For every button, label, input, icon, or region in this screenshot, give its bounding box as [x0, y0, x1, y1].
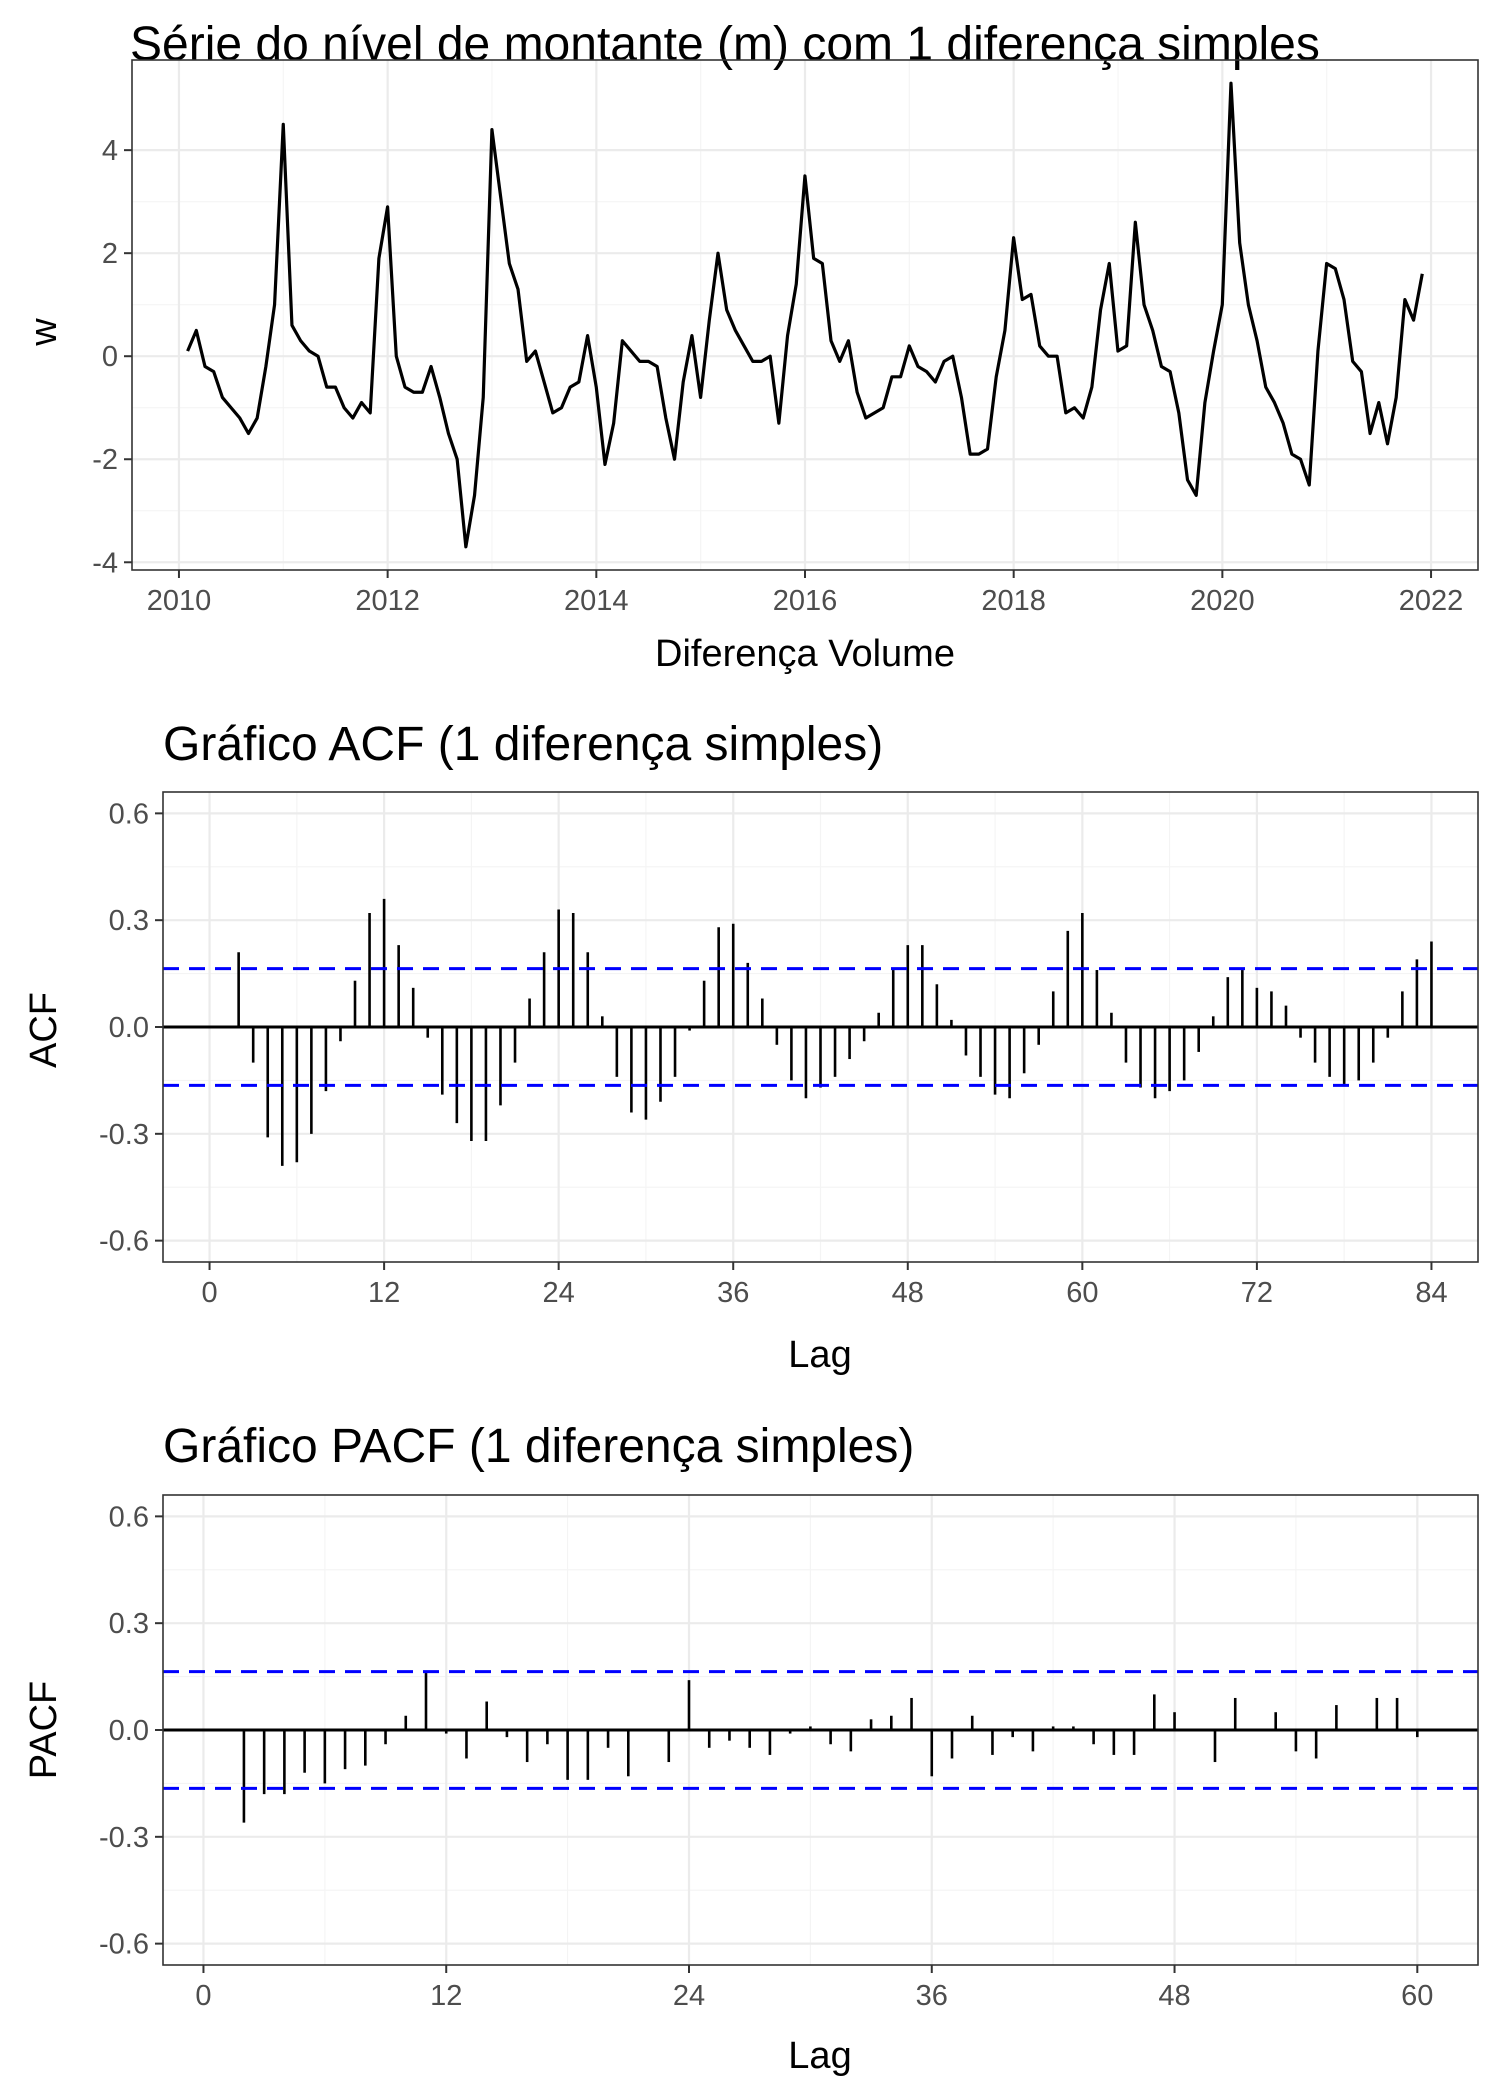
series-x-tick-label: 2018 — [981, 585, 1046, 617]
series-y-tick-label: 4 — [102, 135, 118, 167]
acf-bars — [237, 898, 1433, 1166]
series-y-tick-label: -2 — [92, 444, 118, 476]
series-y-tick-label: 2 — [102, 238, 118, 270]
pacf-x-tick-label: 48 — [1158, 1980, 1190, 2012]
pacf-x-tick-label: 36 — [916, 1980, 948, 2012]
acf-y-tick-label: -0.6 — [99, 1226, 149, 1258]
series-y-tick-label: -4 — [92, 547, 118, 579]
pacf-y-tick-label: 0.0 — [109, 1715, 149, 1747]
series-line — [186, 81, 1424, 549]
pacf-x-tick-label: 0 — [195, 1980, 211, 2012]
acf-x-tick-label: 36 — [717, 1277, 749, 1309]
series-x-tick-label: 2012 — [355, 585, 420, 617]
series-axes: 2010 2012 2014 2016 2018 2020 2022 -4 -2 0 2 4 — [92, 135, 1463, 617]
acf-x-tick-label: 60 — [1066, 1277, 1098, 1309]
pacf-y-tick-label: -0.3 — [99, 1822, 149, 1854]
pacf-x-tick-label: 60 — [1401, 1980, 1433, 2012]
acf-x-tick-label: 72 — [1241, 1277, 1273, 1309]
pacf-y-tick-label: 0.6 — [109, 1501, 149, 1533]
acf-chart-title: Gráfico ACF (1 diferença simples) — [163, 718, 883, 771]
pacf-chart: Gráfico PACF (1 diferença simples) 0 12 24… — [23, 1420, 1479, 2077]
acf-x-tick-label: 0 — [201, 1277, 217, 1309]
series-y-axis-title: w — [23, 318, 65, 347]
acf-x-tick-label: 12 — [368, 1277, 400, 1309]
acf-y-tick-label: 0.6 — [109, 798, 149, 830]
series-y-tick-label: 0 — [102, 341, 118, 373]
acf-y-axis-title: ACF — [23, 992, 65, 1068]
acf-y-tick-label: -0.3 — [99, 1119, 149, 1151]
series-x-axis-title: Diferença Volume — [655, 633, 955, 675]
series-x-tick-label: 2014 — [564, 585, 629, 617]
acf-y-tick-label: 0.3 — [109, 905, 149, 937]
pacf-y-tick-label: 0.3 — [109, 1608, 149, 1640]
acf-axes: 0 12 24 36 48 60 72 84 -0.6 -0.3 0.0 0.3 0.6 — [99, 798, 1448, 1309]
pacf-axes: 0 12 24 36 48 60 -0.6 -0.3 0.0 0.3 0.6 — [99, 1501, 1433, 2012]
pacf-x-tick-label: 24 — [673, 1980, 705, 2012]
acf-x-tick-label: 24 — [543, 1277, 575, 1309]
acf-y-tick-label: 0.0 — [109, 1012, 149, 1044]
pacf-y-axis-title: PACF — [23, 1681, 65, 1780]
pacf-chart-title: Gráfico PACF (1 diferença simples) — [163, 1420, 914, 1473]
series-grid — [132, 60, 1478, 570]
series-chart: Série do nível de montante (m) com 1 dif… — [23, 18, 1479, 675]
pacf-x-tick-label: 12 — [430, 1980, 462, 2012]
series-x-tick-label: 2022 — [1399, 585, 1464, 617]
pacf-bars — [242, 1673, 1419, 1823]
series-x-tick-label: 2016 — [773, 585, 838, 617]
series-x-tick-label: 2020 — [1190, 585, 1255, 617]
series-chart-title: Série do nível de montante (m) com 1 dif… — [130, 18, 1320, 71]
acf-x-tick-label: 84 — [1415, 1277, 1447, 1309]
acf-x-tick-label: 48 — [892, 1277, 924, 1309]
pacf-y-tick-label: -0.6 — [99, 1929, 149, 1961]
pacf-x-axis-title: Lag — [788, 2035, 851, 2077]
acf-chart: Gráfico ACF (1 diferença simples) 0 12 24 3… — [23, 718, 1479, 1376]
series-x-tick-label: 2010 — [147, 585, 212, 617]
acf-x-axis-title: Lag — [788, 1334, 851, 1376]
